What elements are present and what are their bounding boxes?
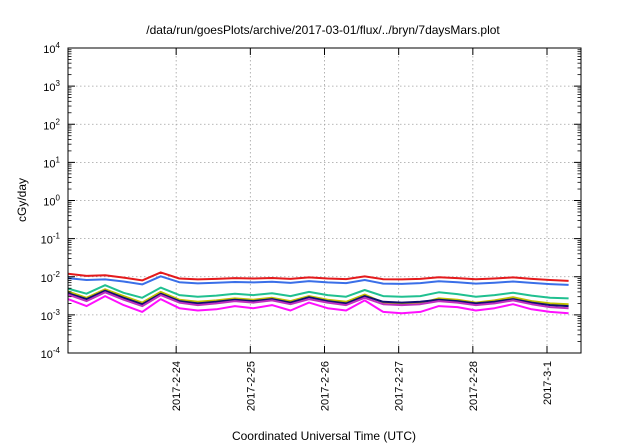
y-tick-label: 104 [43,41,60,56]
x-tick-label: 2017-2-24 [171,361,183,411]
y-tick-label: 103 [43,79,60,94]
y-tick-label: 100 [43,194,60,209]
x-axis-label: Coordinated Universal Time (UTC) [232,429,416,443]
y-tick-label: 10-1 [41,232,61,247]
series-line-6 [67,291,569,310]
y-tick-label: 101 [43,155,60,170]
series-line-3 [67,284,569,300]
y-tick-label: 10-3 [41,308,61,323]
series-line-4 [67,288,569,306]
series-line-5 [67,289,569,308]
y-tick-labels: 10-4 10-3 10-2 10-1 100 101 102 103 104 [41,41,61,361]
x-tick-label: 2017-2-27 [394,361,406,411]
grid [68,48,581,353]
x-tick-labels: 2017-2-24 2017-2-25 2017-2-26 2017-2-27 2017… [171,361,554,411]
x-tick-label: 2017-2-25 [245,361,257,411]
y-axis-label: cGy/day [15,178,29,222]
chart-title: /data/run/goesPlots/archive/2017-03-01/f… [146,23,500,37]
y-tick-label: 10-2 [41,270,61,285]
ticks [68,47,581,354]
series-line-1 [67,271,569,282]
series-line-2 [67,275,569,286]
x-tick-label: 2017-2-28 [468,361,480,411]
x-tick-label: 2017-3-1 [542,361,554,405]
series-line-7 [67,295,569,315]
y-tick-label: 102 [43,117,60,132]
y-tick-label: 10-4 [41,346,61,361]
x-tick-label: 2017-2-26 [320,361,332,411]
series-layer [67,271,569,315]
